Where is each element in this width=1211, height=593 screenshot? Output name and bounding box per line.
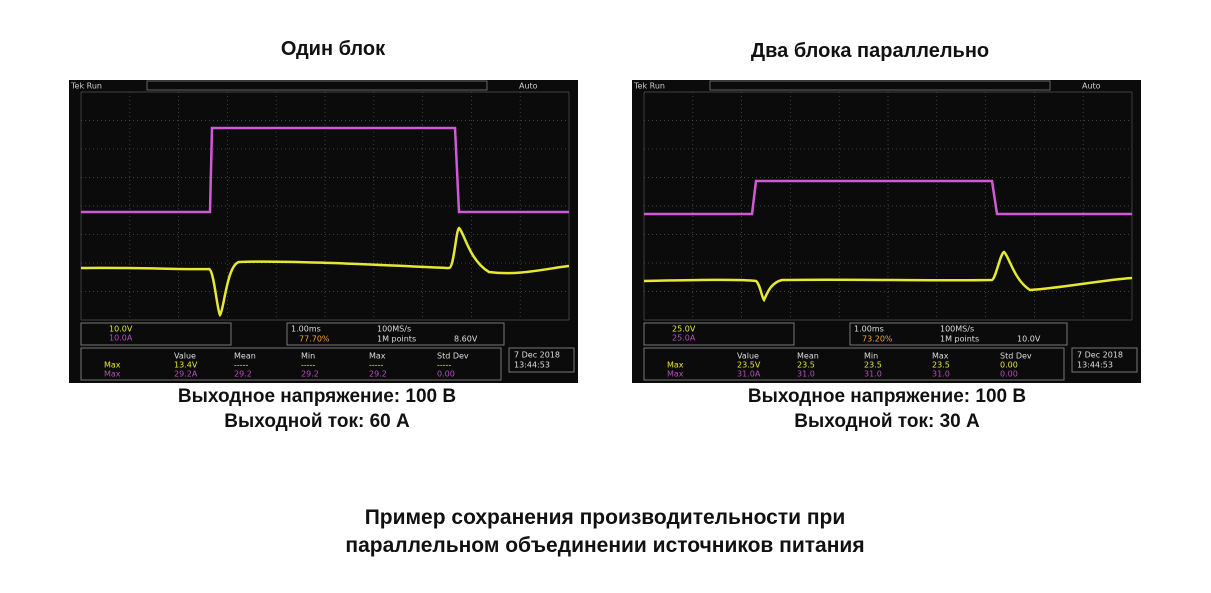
oscilloscope-screen: Tek Run Auto 10.0V 10.0A 1.00ms 100MS/s 77.70%… — [69, 80, 578, 383]
panel-title: Два блока параллельно — [750, 40, 990, 62]
measure-header: Max — [932, 352, 949, 361]
current-trace — [80, 226, 570, 318]
measure-cell: 23.5V — [737, 361, 761, 370]
measure-header: Mean — [234, 352, 256, 361]
trigger-pos: 73.20% — [862, 335, 893, 344]
screen-bg — [69, 80, 578, 383]
screen-bg — [632, 80, 1141, 383]
mode: Auto — [1082, 82, 1101, 91]
measure-cell: 31.0 — [864, 370, 882, 379]
caption: Выходной ток: 60 А — [224, 411, 410, 432]
time: 13:44:53 — [1077, 361, 1113, 370]
measure-cell: ----- — [301, 361, 316, 370]
measure-cell: 23.5 — [864, 361, 882, 370]
time: 13:44:53 — [514, 361, 550, 370]
oscilloscope-screen: Tek Run Auto 25.0V 25.0A 1.00ms 100MS/s 73.20%… — [632, 80, 1141, 383]
date-box — [1071, 347, 1138, 373]
timebase-box — [286, 322, 505, 346]
caption: Выходное напряжение: 100 В — [747, 386, 1027, 407]
figure-caption: Пример сохранения производительности при — [364, 506, 846, 529]
measure-cell: 13.4V — [174, 361, 198, 370]
measure-header: Value — [174, 352, 196, 361]
measure-cell: 31.0 — [797, 370, 815, 379]
measure-cell: 31.0A — [737, 370, 761, 379]
measure-cell: ----- — [234, 361, 249, 370]
date-box — [508, 347, 575, 373]
ch-scale: 25.0A — [672, 334, 696, 343]
panel-title: Один блок — [280, 38, 386, 60]
measure-cell: ----- — [437, 361, 452, 370]
trigger-level: 8.60V — [454, 335, 478, 344]
record-length: 1M points — [940, 335, 979, 344]
record-length: 1M points — [377, 335, 416, 344]
timebase-box — [849, 322, 1068, 346]
measure-header: Min — [864, 352, 878, 361]
measure-header: Max — [369, 352, 386, 361]
measure-cell: ----- — [369, 361, 384, 370]
measure-box — [80, 347, 502, 381]
measure-cell: 23.5 — [932, 361, 950, 370]
sample-rate: 100MS/s — [377, 325, 411, 334]
caption: Выходное напряжение: 100 В — [177, 386, 457, 407]
measure-header: Min — [301, 352, 315, 361]
ch-scale: 25.0V — [672, 325, 696, 334]
header-bar — [146, 80, 488, 91]
figure-caption: параллельном объединении источников пита… — [345, 534, 865, 557]
ch-scale: 10.0A — [109, 334, 133, 343]
ch-scale: 10.0V — [109, 325, 133, 334]
caption: Выходной ток: 30 А — [794, 411, 980, 432]
voltage-trace — [644, 179, 1132, 216]
measure-header: Std Dev — [1000, 352, 1032, 361]
date: 7 Dec 2018 — [1077, 351, 1123, 360]
header-bar — [709, 80, 1051, 91]
channel-box — [80, 322, 232, 346]
measure-box — [643, 347, 1065, 381]
channel-box — [643, 322, 795, 346]
trigger-level: 10.0V — [1017, 335, 1041, 344]
trigger-pos: 77.70% — [299, 335, 330, 344]
measure-cell: Max — [104, 361, 121, 370]
timebase: 1.00ms — [291, 325, 321, 334]
measure-cell: 0.00 — [1000, 361, 1018, 370]
measure-cell: 29.2A — [174, 370, 198, 379]
sample-rate: 100MS/s — [940, 325, 974, 334]
measure-header: Value — [737, 352, 759, 361]
measure-cell: 29.2 — [369, 370, 387, 379]
measure-cell: Max — [667, 361, 684, 370]
status: Tek Run — [633, 82, 665, 91]
status: Tek Run — [70, 82, 102, 91]
measure-cell: 29.2 — [301, 370, 319, 379]
measure-cell: 29.2 — [234, 370, 252, 379]
measure-cell: 31.0 — [932, 370, 950, 379]
measure-header: Mean — [797, 352, 819, 361]
measure-cell: 0.00 — [1000, 370, 1018, 379]
date: 7 Dec 2018 — [514, 351, 560, 360]
measure-cell: Max — [104, 370, 121, 379]
measure-cell: 0.00 — [437, 370, 455, 379]
mode: Auto — [519, 82, 538, 91]
current-trace — [643, 250, 1133, 303]
measure-header: Std Dev — [437, 352, 469, 361]
voltage-trace — [81, 126, 569, 214]
measure-cell: 23.5 — [797, 361, 815, 370]
timebase: 1.00ms — [854, 325, 884, 334]
measure-cell: Max — [667, 370, 684, 379]
